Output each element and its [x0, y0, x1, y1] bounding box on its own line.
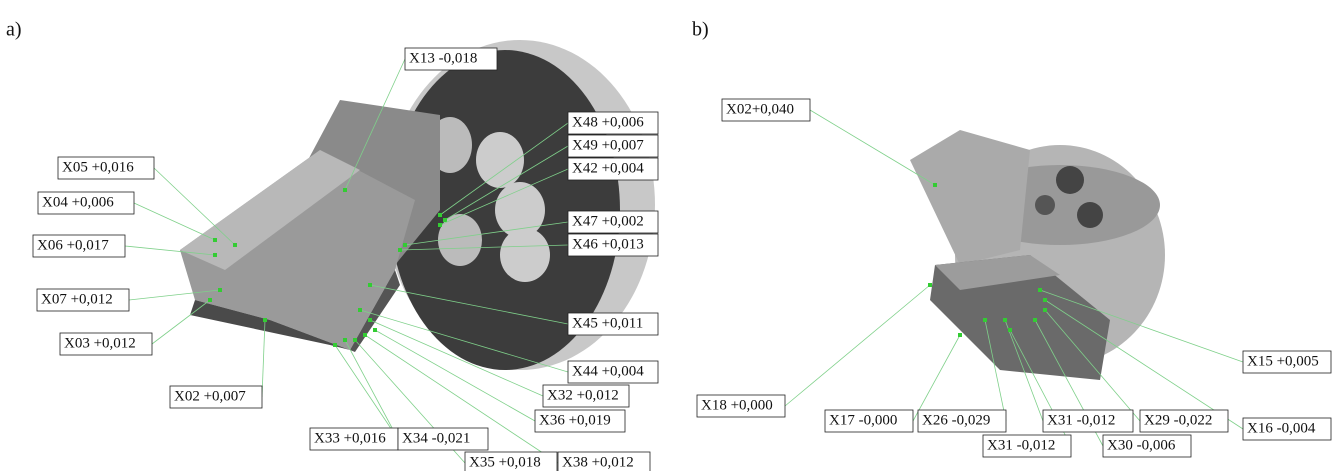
annotation-label: X04 +0,006	[42, 194, 114, 210]
annotation-label: X07 +0,012	[41, 291, 113, 307]
annotation-label: X33 +0,016	[314, 430, 386, 446]
measure-point	[363, 333, 367, 337]
annotation-label: X48 +0,006	[572, 114, 644, 130]
measure-point	[263, 318, 267, 322]
measure-point	[343, 188, 347, 192]
annotation-label: X46 +0,013	[572, 236, 644, 252]
measure-point	[208, 298, 212, 302]
measure-point	[1043, 298, 1047, 302]
measure-point	[213, 253, 217, 257]
annotation-label: X26 -0,029	[922, 412, 990, 428]
measure-point	[1043, 308, 1047, 312]
annotation-label: X15 +0,005	[1247, 353, 1319, 369]
annotation-label: X45 +0,011	[572, 315, 643, 331]
leader-line	[262, 320, 265, 397]
measure-point	[1003, 318, 1007, 322]
measure-point	[1038, 288, 1042, 292]
leader-line	[154, 168, 235, 245]
measure-point	[368, 318, 372, 322]
annotation-label: X05 +0,016	[62, 159, 134, 175]
panel-label: a)	[6, 19, 22, 41]
leader-line	[810, 110, 935, 185]
annotation-label: X49 +0,007	[572, 137, 644, 153]
measure-point	[438, 213, 442, 217]
measure-point	[928, 283, 932, 287]
measure-point	[233, 243, 237, 247]
leader-line	[345, 340, 398, 439]
annotation-label: X36 +0,019	[539, 412, 611, 428]
measure-point	[373, 328, 377, 332]
annotation-label: X32 +0,012	[547, 387, 619, 403]
annotation-label: X35 +0,018	[469, 454, 541, 470]
measure-point	[353, 338, 357, 342]
measure-point	[1033, 318, 1037, 322]
leader-line	[913, 335, 960, 421]
annotation-label: X16 -0,004	[1247, 420, 1316, 436]
leader-line	[335, 345, 398, 439]
leader-line	[785, 285, 930, 406]
annotation-label: X30 -0,006	[1107, 437, 1176, 453]
annotation-label: X02 +0,007	[174, 388, 246, 404]
annotation-label: X42 +0,004	[572, 160, 644, 176]
measure-point	[333, 343, 337, 347]
measure-point	[398, 248, 402, 252]
measure-point	[343, 338, 347, 342]
annotation-label: X44 +0,004	[572, 363, 644, 379]
annotation-label: X47 +0,002	[572, 213, 644, 229]
measure-point	[368, 283, 372, 287]
figure: a) b) X13 -0,018 X48 +0,006 X49 +0,007 X42 …	[0, 0, 1336, 471]
measure-point	[443, 218, 447, 222]
measure-point	[983, 318, 987, 322]
measure-point	[958, 333, 962, 337]
annotation-label: X18 +0,000	[701, 397, 773, 413]
annotation-label: X31 -0,012	[1047, 412, 1115, 428]
annotation-label: X34 -0,021	[402, 430, 470, 446]
annotation-label: X38 +0,012	[562, 454, 634, 470]
annotation-label: X17 -0,000	[829, 412, 897, 428]
measure-point	[213, 238, 217, 242]
measure-point	[218, 288, 222, 292]
annotation-label: X31 -0,012	[987, 437, 1055, 453]
measure-point	[1008, 328, 1012, 332]
annotation-label: X03 +0,012	[64, 335, 136, 351]
measure-point	[933, 183, 937, 187]
measure-point	[438, 223, 442, 227]
panel-label: b)	[692, 19, 709, 41]
annotation-label: X02+0,040	[726, 101, 794, 117]
measure-point	[403, 243, 407, 247]
part-b-render	[910, 130, 1165, 380]
annotation-label: X29 -0,022	[1144, 412, 1212, 428]
measure-point	[358, 308, 362, 312]
annotation-label: X13 -0,018	[409, 50, 477, 66]
leader-line	[152, 300, 210, 344]
leader-line	[134, 203, 215, 240]
annotation-label: X06 +0,017	[37, 237, 109, 253]
